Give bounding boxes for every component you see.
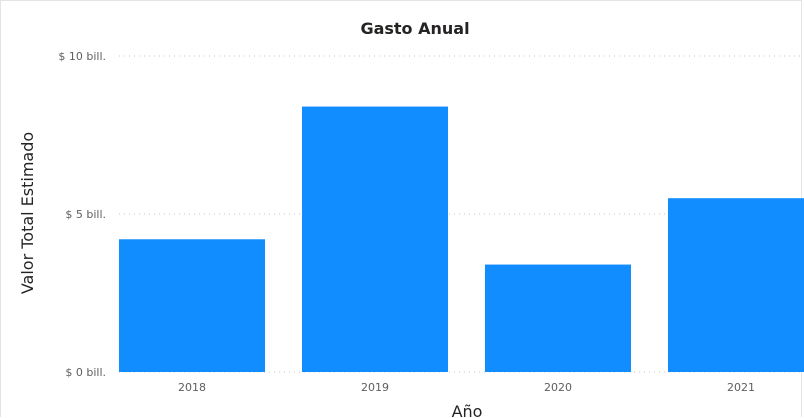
x-axis-label: Año: [452, 402, 483, 418]
x-tick-label: 2018: [178, 381, 206, 394]
x-tick-label: 2021: [727, 381, 755, 394]
bar-2021[interactable]: [668, 198, 804, 372]
y-tick-label: $ 10 bill.: [58, 50, 106, 63]
y-tick-label: $ 5 bill.: [65, 208, 106, 221]
x-tick-labels: 2018 2019 2020 2021: [178, 381, 755, 394]
bar-2019[interactable]: [302, 106, 448, 372]
y-axis-label: Valor Total Estimado: [18, 132, 37, 294]
chart-title: Gasto Anual: [360, 19, 469, 38]
y-tick-label: $ 0 bill.: [65, 366, 106, 379]
y-tick-labels: $ 0 bill. $ 5 bill. $ 10 bill.: [58, 50, 106, 379]
x-tick-label: 2019: [361, 381, 389, 394]
bar-2020[interactable]: [485, 264, 631, 372]
x-tick-label: 2020: [544, 381, 572, 394]
bar-2018[interactable]: [119, 239, 265, 372]
bars: [119, 106, 804, 372]
